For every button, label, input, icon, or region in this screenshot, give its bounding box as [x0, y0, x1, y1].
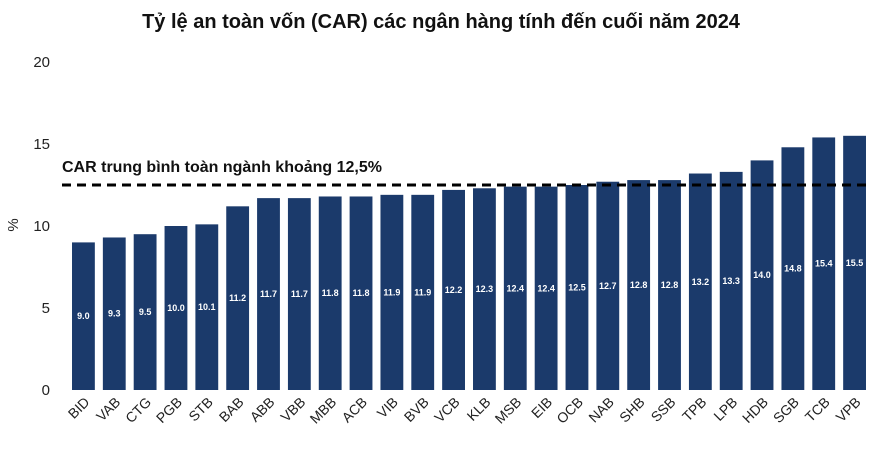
data-label: 9.0: [77, 311, 90, 321]
y-tick-label: 15: [33, 136, 50, 153]
x-tick-label: MSB: [492, 394, 525, 427]
x-tick-label: EIB: [528, 394, 555, 421]
x-tick-label: SGB: [770, 394, 802, 426]
bar-ssb: [658, 180, 681, 390]
y-tick-label: 5: [42, 300, 50, 317]
bar-stb: [195, 224, 219, 390]
data-label: 12.4: [507, 283, 525, 293]
bar-klb: [473, 188, 496, 390]
x-tick-label: VCB: [431, 394, 463, 426]
data-label: 12.4: [537, 283, 555, 293]
data-label: 9.5: [139, 307, 152, 317]
x-tick-label: VAB: [93, 394, 123, 424]
data-label: 12.8: [661, 280, 679, 290]
y-axis-label: %: [5, 218, 22, 231]
data-label: 10.0: [167, 303, 185, 313]
reference-line-label: CAR trung bình toàn ngành khoảng 12,5%: [62, 159, 382, 176]
bar-vpb: [843, 135, 866, 390]
x-tick-label: SSB: [647, 394, 678, 425]
bar-tcb: [812, 137, 836, 390]
bar-bid: [72, 242, 95, 390]
x-tick-label: ABB: [246, 394, 277, 425]
data-label: 15.4: [815, 259, 833, 269]
bar-eib: [534, 186, 558, 390]
data-label: 13.3: [722, 276, 740, 286]
bar-sgb: [781, 147, 805, 390]
bar-abb: [257, 198, 280, 390]
x-tick-label: CTG: [122, 394, 154, 426]
data-label: 12.3: [476, 284, 494, 294]
bar-pgb: [164, 226, 188, 390]
bar-vcb: [442, 189, 465, 390]
bar-vib: [380, 194, 404, 390]
y-tick-label: 0: [42, 382, 50, 399]
data-label: 14.8: [784, 264, 802, 274]
x-tick-label: BAB: [216, 394, 247, 425]
chart-title: Tỷ lệ an toàn vốn (CAR) các ngân hàng tí…: [142, 11, 741, 33]
data-label: 12.8: [630, 280, 648, 290]
data-label: 12.2: [445, 285, 463, 295]
x-tick-label: HDB: [739, 394, 771, 426]
data-label: 15.5: [846, 258, 864, 268]
x-tick-label: OCB: [553, 394, 586, 427]
data-label: 11.7: [260, 289, 277, 299]
y-tick-label: 20: [33, 54, 50, 71]
bar-mbb: [318, 196, 342, 390]
bar-lpb: [719, 171, 743, 390]
y-tick-label: 10: [33, 218, 50, 235]
bar-hdb: [750, 160, 774, 390]
bar-vbb: [287, 198, 311, 390]
x-tick-label: LPB: [710, 394, 740, 424]
data-label: 9.3: [108, 309, 121, 319]
x-tick-label: TPB: [679, 394, 710, 425]
data-label: 12.7: [599, 281, 617, 291]
bar-vab: [102, 237, 126, 390]
x-tick-label: MBB: [307, 394, 340, 427]
bar-acb: [349, 196, 373, 390]
bar-bab: [226, 206, 250, 390]
data-label: 14.0: [753, 270, 771, 280]
bar-bvb: [411, 194, 435, 390]
bar-nab: [596, 181, 620, 390]
data-label: 10.1: [198, 302, 216, 312]
bar-ctg: [133, 234, 157, 390]
data-label: 12.5: [568, 283, 586, 293]
x-tick-label: NAB: [585, 394, 617, 426]
data-label: 11.9: [383, 287, 400, 297]
x-tick-label: PGB: [153, 394, 185, 426]
x-tick-label: SHB: [616, 394, 648, 426]
bar-shb: [627, 180, 651, 390]
data-label: 11.8: [322, 288, 339, 298]
data-label: 11.9: [414, 287, 431, 297]
x-tick-label: VPB: [833, 394, 864, 425]
x-tick-label: KLB: [464, 394, 494, 424]
x-tick-label: TCB: [802, 394, 833, 425]
data-label: 11.7: [291, 289, 308, 299]
bar-tpb: [688, 173, 712, 390]
bar-msb: [503, 186, 527, 390]
data-label: 11.2: [229, 293, 246, 303]
x-tick-label: VBB: [277, 394, 308, 425]
data-label: 13.2: [692, 277, 710, 287]
x-tick-label: ACB: [338, 394, 370, 426]
x-tick-label: VIB: [374, 394, 401, 421]
x-tick-label: BID: [65, 394, 93, 422]
x-tick-label: BVB: [401, 394, 432, 425]
data-label: 11.8: [353, 288, 370, 298]
bar-ocb: [565, 185, 589, 390]
x-tick-label: STB: [185, 394, 216, 425]
